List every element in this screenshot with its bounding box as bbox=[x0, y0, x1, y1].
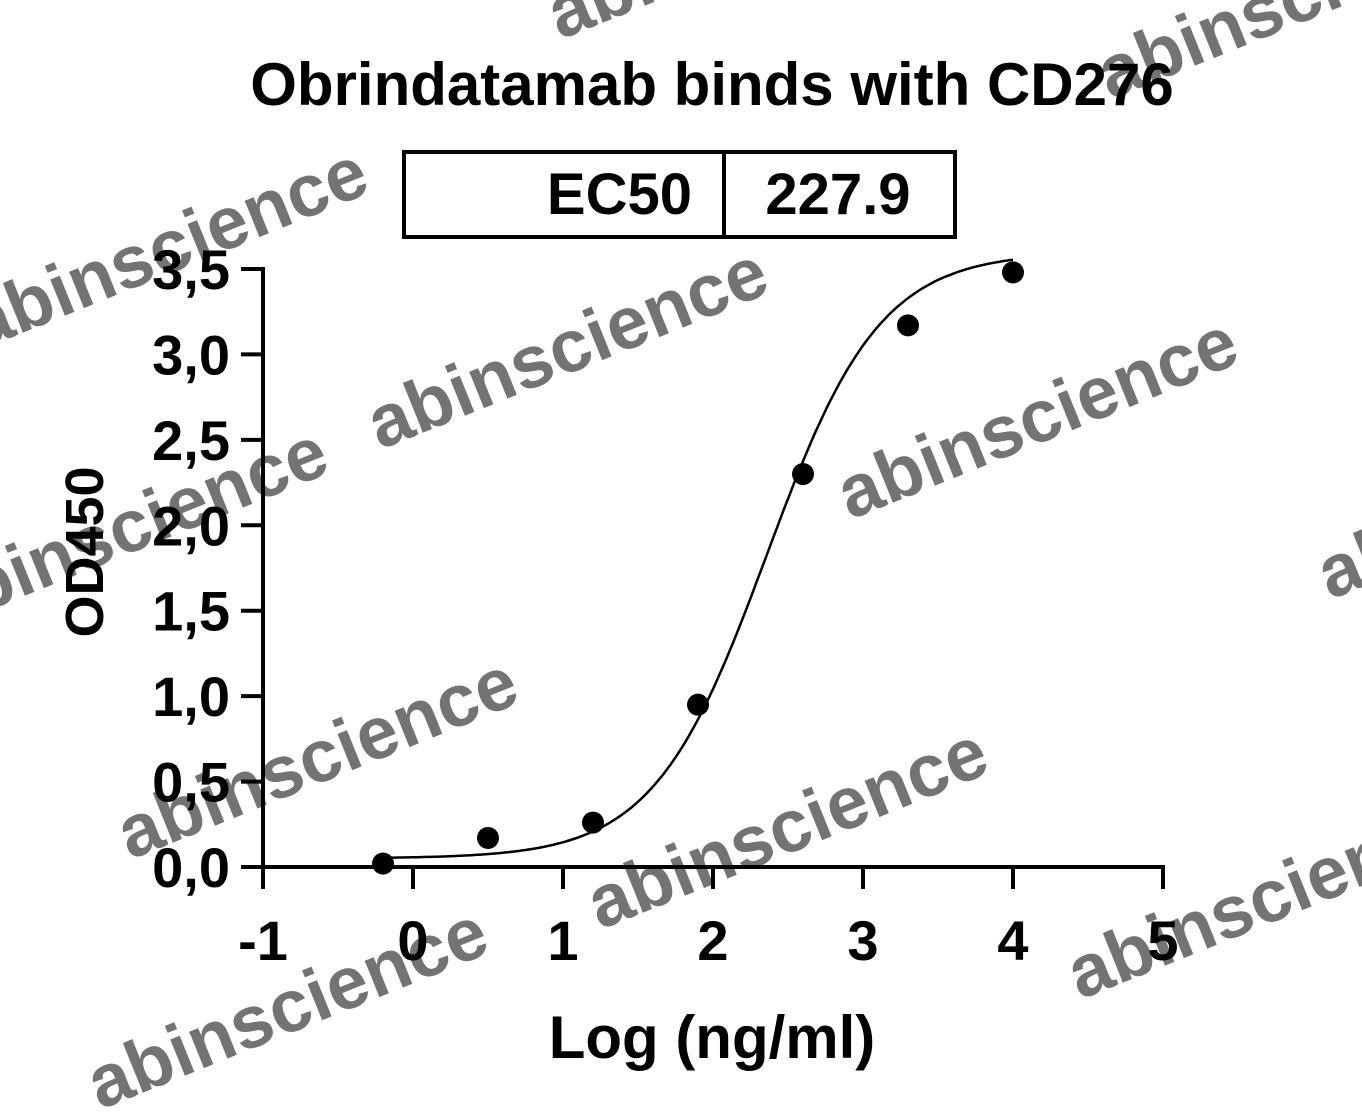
data-point bbox=[687, 693, 709, 716]
x-tick-label: 1 bbox=[547, 909, 578, 972]
data-point bbox=[477, 826, 499, 849]
y-tick-label: 1,0 bbox=[152, 665, 230, 728]
data-point bbox=[897, 314, 919, 337]
ec50-value: 227.9 bbox=[765, 162, 910, 227]
x-tick-label: 4 bbox=[997, 909, 1028, 972]
y-tick-label: 0,5 bbox=[152, 751, 230, 814]
x-tick-label: -1 bbox=[238, 909, 288, 972]
data-points bbox=[372, 261, 1024, 875]
y-axis-label: OD450 bbox=[55, 466, 115, 637]
fit-curve bbox=[382, 258, 1014, 860]
watermark-text: abinscience bbox=[1305, 379, 1362, 615]
watermark-text: abinscience bbox=[825, 299, 1249, 535]
ec50-label: EC50 bbox=[547, 162, 692, 227]
watermark-text: abinscience bbox=[535, 0, 959, 55]
y-tick-label: 3,5 bbox=[152, 238, 230, 301]
watermark-text: abinscience bbox=[575, 709, 999, 945]
axes: -1 0 1 2 3 4 5 0,0 0,5 1,0 1,5 2,0 2,5 3,0 3,5 bbox=[152, 238, 1178, 972]
y-tick-label: 0,0 bbox=[152, 836, 230, 899]
ec50-table-border bbox=[402, 150, 957, 239]
y-tick-label: 2,5 bbox=[152, 409, 230, 472]
ec50-table: EC50 227.9 bbox=[402, 150, 957, 239]
data-point bbox=[1002, 261, 1024, 284]
y-tick-label: 2,0 bbox=[152, 494, 230, 557]
data-point bbox=[792, 463, 814, 486]
chart-title: Obrindatamab binds with CD276 bbox=[250, 51, 1173, 118]
x-tick-label: 5 bbox=[1147, 909, 1178, 972]
x-tick-label: 2 bbox=[697, 909, 728, 972]
x-tick-label: 0 bbox=[397, 909, 428, 972]
watermark-text: abinscience bbox=[355, 229, 779, 465]
watermark-text: abinscience bbox=[1055, 779, 1362, 1015]
y-tick-label: 1,5 bbox=[152, 580, 230, 643]
y-tick-label: 3,0 bbox=[152, 323, 230, 386]
x-axis-label: Log (ng/ml) bbox=[549, 1004, 876, 1071]
data-point bbox=[372, 852, 394, 875]
x-tick-label: 3 bbox=[847, 909, 878, 972]
data-point bbox=[582, 811, 604, 834]
